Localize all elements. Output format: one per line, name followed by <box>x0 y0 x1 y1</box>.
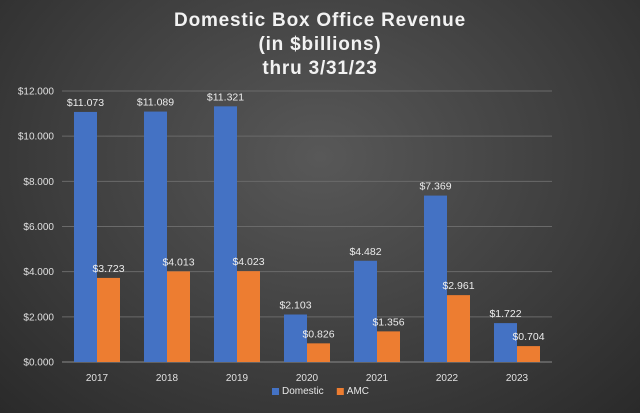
x-tick-label: 2020 <box>296 373 319 384</box>
legend-swatch-domestic <box>272 388 279 395</box>
bar-amc <box>237 271 260 362</box>
y-tick-label: $10.000 <box>18 132 55 143</box>
bar-amc <box>97 277 120 362</box>
data-label-domestic: $4.482 <box>349 246 381 258</box>
bar-domestic <box>354 260 377 362</box>
x-tick-label: 2023 <box>506 373 529 384</box>
data-label-amc: $2.961 <box>442 280 474 292</box>
x-tick-label: 2019 <box>226 373 249 384</box>
data-label-domestic: $11.321 <box>207 91 244 103</box>
chart-title-line-3: thru 3/31/23 <box>262 58 378 79</box>
legend-swatch-amc <box>336 388 344 395</box>
data-label-amc: $0.826 <box>302 328 334 340</box>
bar-domestic <box>74 111 97 362</box>
bar-domestic <box>494 323 517 362</box>
data-label-domestic: $1.722 <box>489 308 521 320</box>
data-label-domestic: $7.369 <box>419 181 451 193</box>
chart-title-line-1: Domestic Box Office Revenue <box>174 10 466 31</box>
bar-domestic <box>424 195 447 362</box>
data-label-amc: $4.013 <box>162 256 194 268</box>
data-label-domestic: $11.089 <box>137 97 174 109</box>
y-tick-label: $12.000 <box>18 87 55 98</box>
y-tick-label: $8.000 <box>23 177 54 188</box>
y-tick-label: $0.000 <box>23 358 54 369</box>
bar-domestic <box>284 314 307 362</box>
data-label-amc: $1.356 <box>372 316 404 328</box>
bar-amc <box>447 295 470 362</box>
y-tick-label: $6.000 <box>23 222 54 233</box>
data-label-amc: $4.023 <box>232 256 264 268</box>
x-tick-label: 2022 <box>436 373 459 384</box>
bar-amc <box>517 346 540 362</box>
bar-amc <box>167 271 190 362</box>
bar-domestic <box>144 111 167 362</box>
x-tick-label: 2021 <box>366 373 389 384</box>
data-label-amc: $0.704 <box>512 331 544 343</box>
bar-amc <box>307 343 330 362</box>
bar-domestic <box>214 106 237 363</box>
y-tick-label: $4.000 <box>23 267 54 278</box>
data-label-domestic: $2.103 <box>279 300 311 312</box>
chart-title-line-2: (in $billions) <box>258 34 382 55</box>
data-label-amc: $3.723 <box>92 263 124 275</box>
y-tick-label: $2.000 <box>23 312 54 323</box>
legend-label-amc: AMC <box>347 386 369 397</box>
bar-amc <box>377 331 400 362</box>
legend-label-domestic: Domestic <box>282 386 324 397</box>
data-label-domestic: $11.073 <box>67 97 104 109</box>
x-tick-label: 2017 <box>86 373 109 384</box>
x-tick-label: 2018 <box>156 373 179 384</box>
